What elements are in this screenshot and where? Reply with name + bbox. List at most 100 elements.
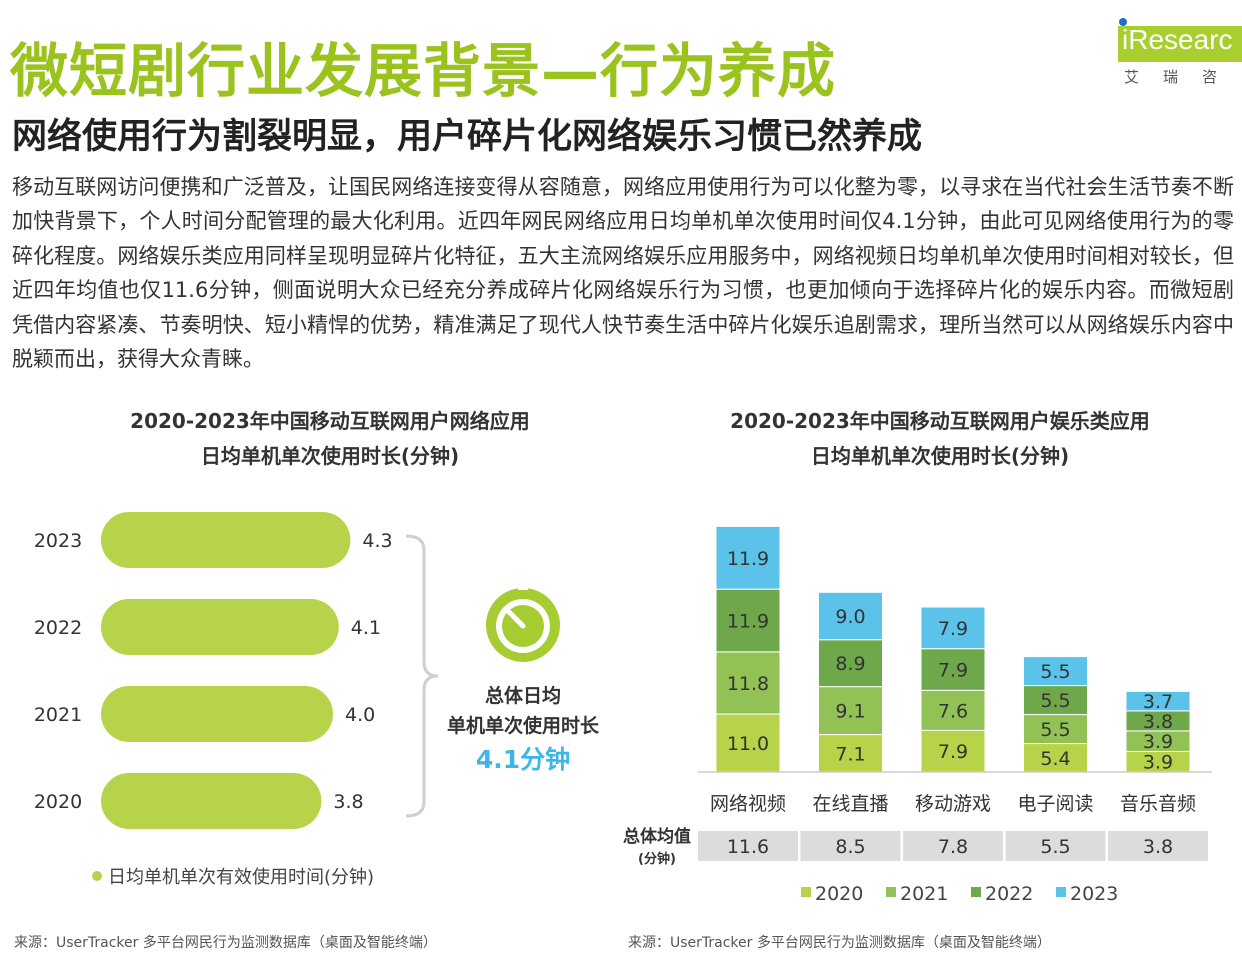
- stack-segment: [715, 525, 781, 590]
- left-value-label: 3.8: [333, 791, 363, 813]
- avg-value: 3.8: [1143, 836, 1173, 858]
- right-bar-group: 11.0 11.8 11.9 11.9 网络视频 11.6 7.1 9.1 8.9 9.0 在线直播…: [698, 525, 1208, 861]
- segment-value-label: 7.1: [835, 743, 865, 765]
- left-bar: [101, 599, 339, 655]
- segment-value-label: 3.9: [1143, 731, 1173, 753]
- timer-icon: [486, 582, 560, 662]
- avg-value: 8.5: [835, 836, 865, 858]
- left-chart-title: 2020-2023年中国移动互联网用户网络应用 日均单机单次使用时长(分钟): [80, 404, 580, 474]
- stack-segment: [715, 651, 781, 715]
- segment-value-label: 7.6: [938, 700, 968, 722]
- segment-value-label: 7.9: [938, 618, 968, 640]
- right-category-label: 网络视频: [710, 793, 786, 815]
- segment-value-label: 11.8: [727, 673, 769, 695]
- left-bar: [101, 512, 351, 568]
- left-category-label: 2020: [34, 791, 82, 813]
- right-chart-title-line1: 2020-2023年中国移动互联网用户娱乐类应用: [730, 409, 1150, 433]
- left-bar: [101, 773, 322, 829]
- body-paragraph: 移动互联网访问便携和广泛普及，让国民网络连接变得从容随意，网络应用使用行为可以化…: [12, 175, 1234, 372]
- segment-value-label: 5.4: [1040, 748, 1070, 770]
- segment-value-label: 3.8: [1143, 711, 1173, 733]
- left-source: 来源：UserTracker 多平台网民行为监测数据库（桌面及智能终端）: [14, 935, 437, 951]
- logo-dot: [1119, 18, 1127, 26]
- legend-swatch: [886, 887, 896, 897]
- logo-word: iResearc: [1122, 24, 1233, 55]
- segment-value-label: 5.5: [1040, 719, 1070, 741]
- avg-cell: [800, 831, 901, 861]
- right-category-label: 电子阅读: [1017, 793, 1093, 815]
- left-legend-label: 日均单机单次有效使用时间(分钟): [108, 867, 374, 888]
- segment-value-label: 11.9: [727, 548, 769, 570]
- avg-cell: [698, 831, 798, 861]
- avg-value: 5.5: [1040, 836, 1070, 858]
- legend-label: 2021: [900, 883, 948, 905]
- avg-cell: [1005, 831, 1106, 861]
- right-legend: 2020 2021 2022 2023: [801, 883, 1118, 905]
- segment-value-label: 3.9: [1143, 752, 1173, 774]
- right-chart-title-line2: 日均单机单次使用时长(分钟): [810, 444, 1070, 468]
- left-value-label: 4.3: [362, 530, 392, 552]
- left-chart-title-line1: 2020-2023年中国移动互联网用户网络应用: [130, 409, 530, 433]
- annotation-value: 4.1分钟: [476, 745, 570, 774]
- stack-segment: [1125, 690, 1191, 712]
- stack-segment: [920, 689, 986, 731]
- stack-segment: [1023, 714, 1088, 745]
- legend-swatch: [801, 887, 811, 897]
- segment-value-label: 5.5: [1040, 690, 1070, 712]
- page-title: 微短剧行业发展背景—行为养成: [10, 37, 837, 105]
- avg-label: 总体均值: [623, 826, 691, 847]
- bracket: [405, 534, 439, 818]
- legend-label: 2020: [815, 883, 863, 905]
- segment-value-label: 8.9: [835, 653, 865, 675]
- left-chart-title-line2: 日均单机单次使用时长(分钟): [200, 444, 460, 468]
- stack-segment: [1023, 656, 1088, 687]
- stack-segment: [818, 591, 883, 641]
- segment-value-label: 7.9: [938, 659, 968, 681]
- segment-value-label: 9.1: [835, 701, 865, 723]
- left-bar-chart: 2023 4.3 2022 4.1 2021 4.0 2020 3.8 总体日均 单机单次使用…: [34, 512, 600, 888]
- avg-unit: (分钟): [638, 851, 676, 867]
- legend-swatch: [971, 887, 981, 897]
- left-category-label: 2023: [34, 530, 82, 552]
- avg-value: 7.8: [938, 836, 968, 858]
- segment-value-label: 9.0: [835, 606, 865, 628]
- iresearch-logo: iResearc 艾瑞咨: [1118, 18, 1242, 88]
- avg-cell: [1108, 831, 1208, 861]
- stack-segment: [920, 648, 986, 691]
- right-source: 来源：UserTracker 多平台网民行为监测数据库（桌面及智能终端）: [628, 935, 1051, 951]
- avg-cell: [903, 831, 1003, 861]
- stack-segment: [920, 606, 986, 650]
- segment-value-label: 5.5: [1040, 661, 1070, 683]
- stack-segment: [1023, 743, 1088, 773]
- right-category-label: 音乐音频: [1120, 793, 1196, 815]
- segment-value-label: 11.9: [727, 610, 769, 632]
- right-category-label: 移动游戏: [915, 793, 991, 815]
- left-category-label: 2022: [34, 617, 82, 639]
- annotation-line1: 总体日均: [485, 684, 561, 707]
- legend-label: 2023: [1070, 883, 1118, 905]
- left-value-label: 4.0: [345, 704, 375, 726]
- stack-segment: [818, 686, 883, 736]
- stack-segment: [920, 729, 986, 773]
- avg-value: 11.6: [727, 836, 769, 858]
- left-category-label: 2021: [34, 704, 82, 726]
- legend-label: 2022: [985, 883, 1033, 905]
- right-chart-title: 2020-2023年中国移动互联网用户娱乐类应用 日均单机单次使用时长(分钟): [690, 404, 1190, 474]
- segment-value-label: 7.9: [938, 741, 968, 763]
- segment-value-label: 11.0: [727, 733, 769, 755]
- page-subtitle: 网络使用行为割裂明显，用户碎片化网络娱乐习惯已然养成: [12, 117, 923, 157]
- stack-segment: [715, 588, 781, 653]
- left-value-label: 4.1: [351, 617, 381, 639]
- right-category-label: 在线直播: [812, 793, 888, 815]
- stack-segment: [818, 639, 883, 688]
- left-bar-group: 2023 4.3 2022 4.1 2021 4.0 2020 3.8: [34, 512, 393, 829]
- annotation-line2: 单机单次使用时长: [447, 714, 600, 737]
- logo-background: [1118, 26, 1242, 62]
- stack-segment: [1023, 685, 1088, 716]
- left-bar: [101, 686, 333, 742]
- left-legend-swatch: [92, 871, 102, 881]
- segment-value-label: 3.7: [1143, 691, 1173, 713]
- legend-swatch: [1056, 887, 1066, 897]
- logo-chinese: 艾瑞咨: [1124, 68, 1242, 86]
- stack-segment: [818, 734, 883, 773]
